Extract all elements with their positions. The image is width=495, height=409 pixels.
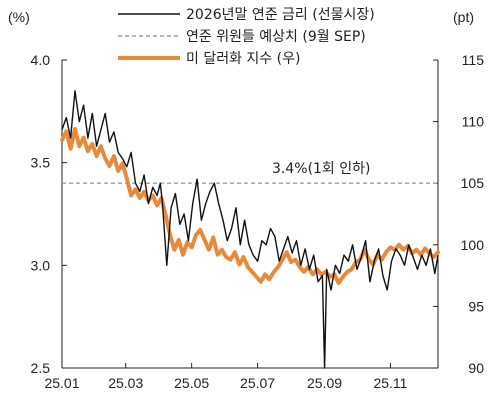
right-tick-label: 115 xyxy=(462,52,485,68)
series-line-futures-rate xyxy=(61,90,439,369)
left-axis-ticks: 4.0 3.5 3.0 2.5 xyxy=(31,52,67,376)
x-tick-label: 25.09 xyxy=(307,375,342,391)
left-axis-unit: (%) xyxy=(8,9,30,25)
x-axis-ticks: 25.01 25.03 25.05 25.07 25.09 25.11 xyxy=(44,363,408,391)
legend: 2026년말 연준 금리 (선물시장) 연준 위원들 예상치 (9월 SEP) … xyxy=(118,7,375,67)
left-tick-label: 3.0 xyxy=(31,257,51,273)
right-tick-label: 110 xyxy=(462,114,485,130)
right-tick-label: 105 xyxy=(461,175,485,191)
left-tick-label: 3.5 xyxy=(31,155,51,171)
x-tick-label: 25.03 xyxy=(108,375,143,391)
legend-label-sep: 연준 위원들 예상치 (9월 SEP) xyxy=(186,29,366,45)
right-axis-unit: (pt) xyxy=(453,9,474,25)
reference-line-label: 3.4%(1회 인하) xyxy=(272,161,371,177)
x-tick-label: 25.05 xyxy=(174,375,209,391)
legend-label-futures: 2026년말 연준 금리 (선물시장) xyxy=(186,7,375,23)
right-tick-label: 90 xyxy=(468,360,484,376)
legend-label-dxy: 미 달러화 지수 (우) xyxy=(186,51,300,67)
left-tick-label: 2.5 xyxy=(31,360,51,376)
x-tick-label: 25.01 xyxy=(44,375,79,391)
right-tick-label: 95 xyxy=(468,298,484,314)
left-tick-label: 4.0 xyxy=(31,52,51,68)
right-tick-label: 100 xyxy=(461,237,485,253)
right-axis-ticks: 115 110 105 100 95 90 xyxy=(433,52,484,376)
x-tick-label: 25.11 xyxy=(373,375,407,391)
x-tick-label: 25.07 xyxy=(240,375,275,391)
